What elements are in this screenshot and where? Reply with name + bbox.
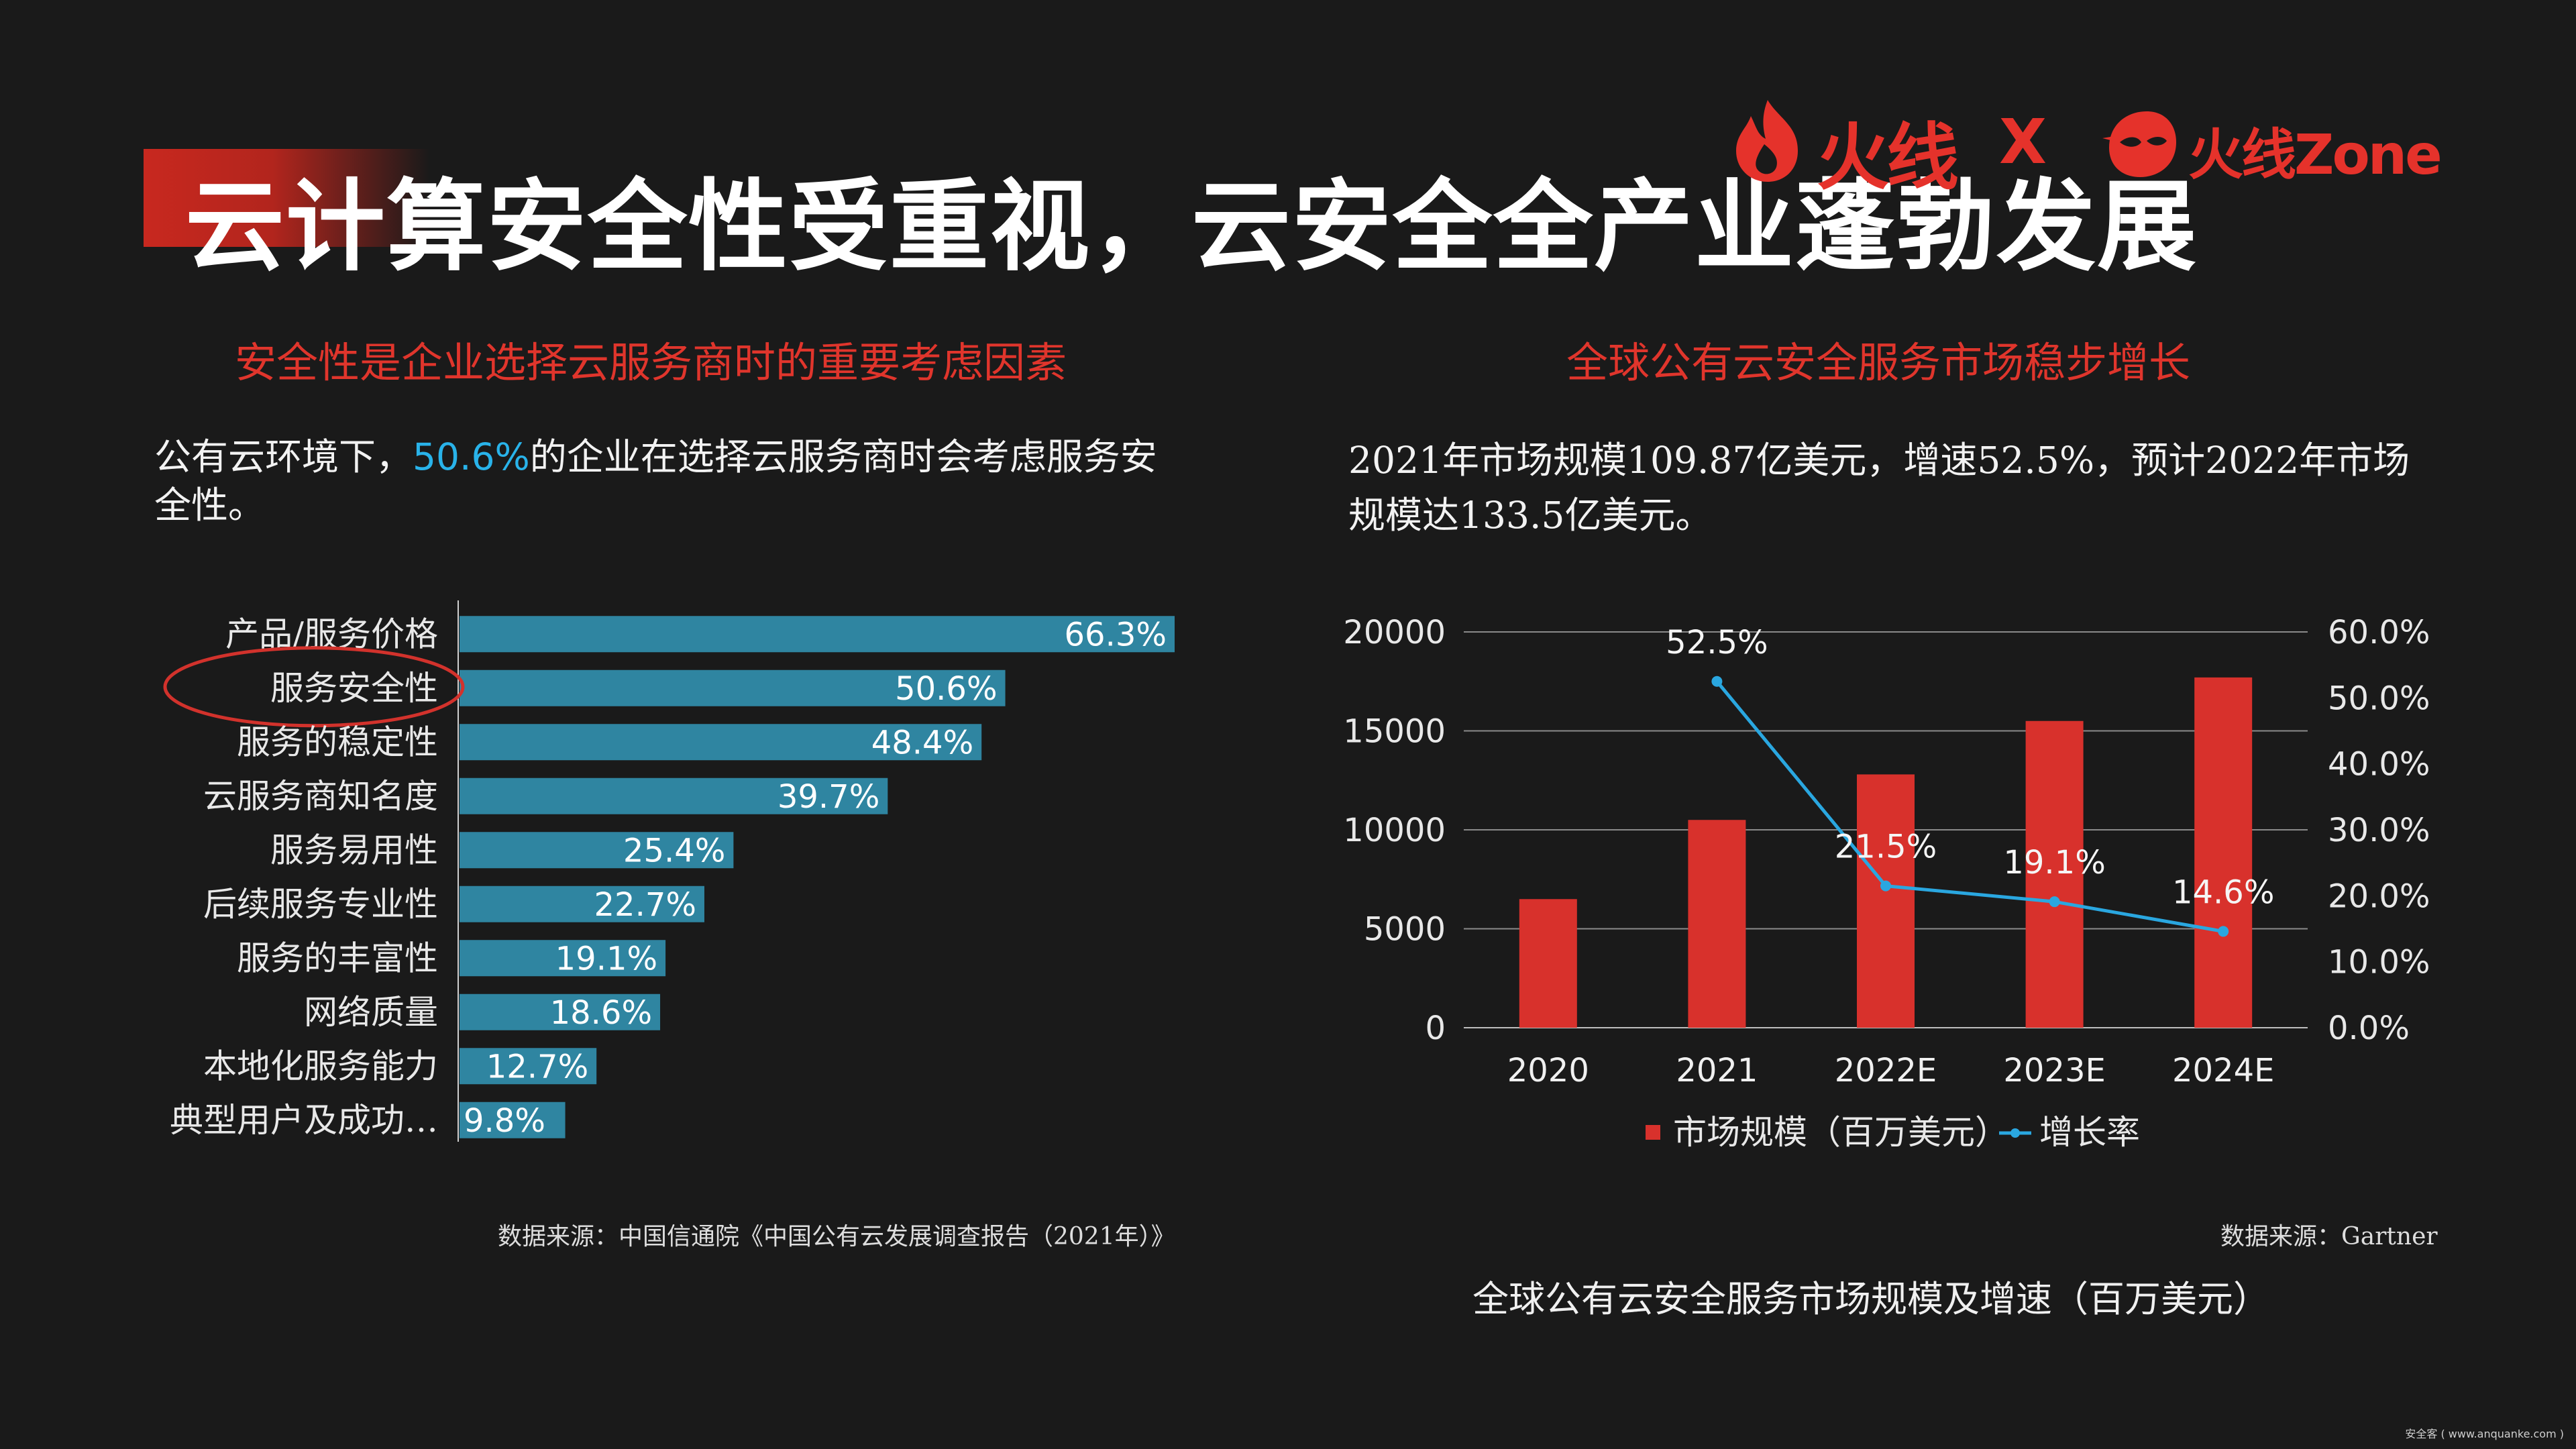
legend-bar-swatch xyxy=(1646,1125,1660,1140)
right-axis-tick-6: 60.0% xyxy=(2328,614,2430,651)
right-subtitle: 全球公有云安全服务市场稳步增长 xyxy=(1566,338,2191,387)
right-chart-caption: 全球公有云安全服务市场规模及增速（百万美元） xyxy=(1472,1278,2269,1320)
bar-value-label-1: 50.6% xyxy=(895,670,997,708)
market-bar-1 xyxy=(1688,820,1746,1028)
highlight-circle xyxy=(163,646,465,728)
market-bar-0 xyxy=(1519,899,1577,1028)
left-source-note: 数据来源：中国信通院《中国公有云发展调查报告（2021年）》 xyxy=(498,1223,1175,1250)
left-axis-tick-3: 15000 xyxy=(1343,713,1446,751)
right-source-note: 数据来源：Gartner xyxy=(2220,1223,2438,1250)
left-description-prefix: 公有云环境下， xyxy=(154,435,413,478)
bar-8 xyxy=(460,1048,597,1085)
bar-7 xyxy=(460,994,661,1030)
bar-value-label-7: 18.6% xyxy=(550,994,652,1032)
security-factors-bar-chart: 66.3%产品/服务价格50.6%服务安全性48.4%服务的稳定性39.7%云服… xyxy=(163,600,1175,1142)
bar-value-label-3: 39.7% xyxy=(777,778,879,816)
left-subtitle: 安全性是企业选择云服务商时的重要考虑因素 xyxy=(235,338,1067,387)
growth-label-3: 19.1% xyxy=(2003,844,2105,881)
bar-value-label-5: 22.7% xyxy=(594,886,696,924)
bar-2 xyxy=(460,724,982,761)
growth-rate-line xyxy=(1715,680,2224,933)
left-axis-tick-2: 10000 xyxy=(1343,812,1446,849)
flame-logo-icon xyxy=(1736,100,1798,182)
growth-point-3 xyxy=(2049,896,2060,908)
bar-category-label-1: 服务安全性 xyxy=(270,669,438,708)
bar-value-label-9: 9.8% xyxy=(464,1102,545,1140)
left-description: 公有云环境下，50.6%的企业在选择云服务商时会考虑服务安全性。 xyxy=(154,433,1181,529)
market-bar-3 xyxy=(2025,720,2084,1028)
bar-value-label-4: 25.4% xyxy=(623,832,725,869)
legend-bar-label: 市场规模（百万美元） xyxy=(1673,1113,2008,1152)
bar-category-label-3: 云服务商知名度 xyxy=(203,777,438,816)
right-axis-tick-1: 10.0% xyxy=(2328,944,2430,981)
bar-0 xyxy=(460,616,1175,653)
right-axis-tick-3: 30.0% xyxy=(2328,812,2430,849)
logo-huoxian-zone-text: 火线Zone xyxy=(2188,123,2443,187)
growth-point-4 xyxy=(2218,926,2229,937)
logo-separator: X xyxy=(1999,106,2047,178)
growth-point-2 xyxy=(1880,880,1891,892)
right-description: 2021年市场规模109.87亿美元，增速52.5%，预计2022年市场规模达1… xyxy=(1348,439,2410,537)
growth-label-2: 21.5% xyxy=(1835,828,1937,866)
x-axis-label-2: 2022E xyxy=(1835,1052,1937,1089)
growth-label-4: 14.6% xyxy=(2172,873,2274,911)
bar-9 xyxy=(460,1102,566,1138)
mask-logo-icon xyxy=(2102,111,2176,177)
bar-5 xyxy=(460,885,704,922)
bar-3 xyxy=(460,777,888,814)
left-description-highlight: 50.6% xyxy=(413,435,530,478)
left-description-suffix: 的企业在选择云服务商时会考虑服务安全性。 xyxy=(154,435,1157,527)
left-axis-tick-0: 0 xyxy=(1425,1010,1446,1047)
growth-point-1 xyxy=(1711,676,1723,687)
bar-category-label-6: 服务的丰富性 xyxy=(237,938,438,977)
legend-line-marker xyxy=(2010,1128,2020,1138)
right-axis-tick-5: 50.0% xyxy=(2328,680,2430,717)
brand-logos: 火线 X 火线Zone xyxy=(1731,94,2443,200)
bar-category-label-4: 服务易用性 xyxy=(270,830,438,869)
right-axis-tick-2: 20.0% xyxy=(2328,877,2430,915)
right-axis-tick-0: 0.0% xyxy=(2328,1010,2410,1047)
logo-huoxian-text: 火线 xyxy=(1817,116,1959,200)
bar-value-label-2: 48.4% xyxy=(871,724,973,761)
bar-category-label-7: 网络质量 xyxy=(304,993,438,1032)
left-axis-tick-1: 5000 xyxy=(1364,911,1446,949)
bar-value-label-8: 12.7% xyxy=(486,1048,588,1085)
page-title: 云计算安全性受重视，云安全全产业蓬勃发展 xyxy=(185,168,2198,284)
bar-value-label-6: 19.1% xyxy=(555,940,657,977)
legend-line-label: 增长率 xyxy=(2039,1113,2140,1152)
bar-4 xyxy=(460,832,734,869)
bar-category-label-5: 后续服务专业性 xyxy=(203,885,438,924)
x-axis-label-3: 2023E xyxy=(2003,1052,2105,1089)
bar-category-label-2: 服务的稳定性 xyxy=(237,722,438,761)
bar-1 xyxy=(460,669,1006,706)
market-size-combo-chart: 0 5000 10000 15000 20000 0.0% 10.0% 20.0% 30.0% 4… xyxy=(1343,614,2430,1152)
title-accent-bar xyxy=(144,149,429,247)
market-bar-2 xyxy=(1857,774,1915,1028)
watermark: 安全客 ( www.anquanke.com ) xyxy=(2405,1428,2564,1440)
x-axis-label-4: 2024E xyxy=(2172,1052,2274,1089)
bar-category-label-8: 本地化服务能力 xyxy=(203,1046,438,1085)
x-axis-label-0: 2020 xyxy=(1507,1052,1589,1089)
left-axis-tick-4: 20000 xyxy=(1343,614,1446,651)
x-axis-label-1: 2021 xyxy=(1676,1052,1758,1089)
growth-label-1: 52.5% xyxy=(1666,624,1768,661)
market-bar-4 xyxy=(2194,677,2253,1028)
bar-value-label-0: 66.3% xyxy=(1065,616,1167,653)
bar-6 xyxy=(460,940,666,977)
right-axis-tick-4: 40.0% xyxy=(2328,746,2430,784)
bar-category-label-9: 典型用户及成功… xyxy=(170,1101,438,1140)
